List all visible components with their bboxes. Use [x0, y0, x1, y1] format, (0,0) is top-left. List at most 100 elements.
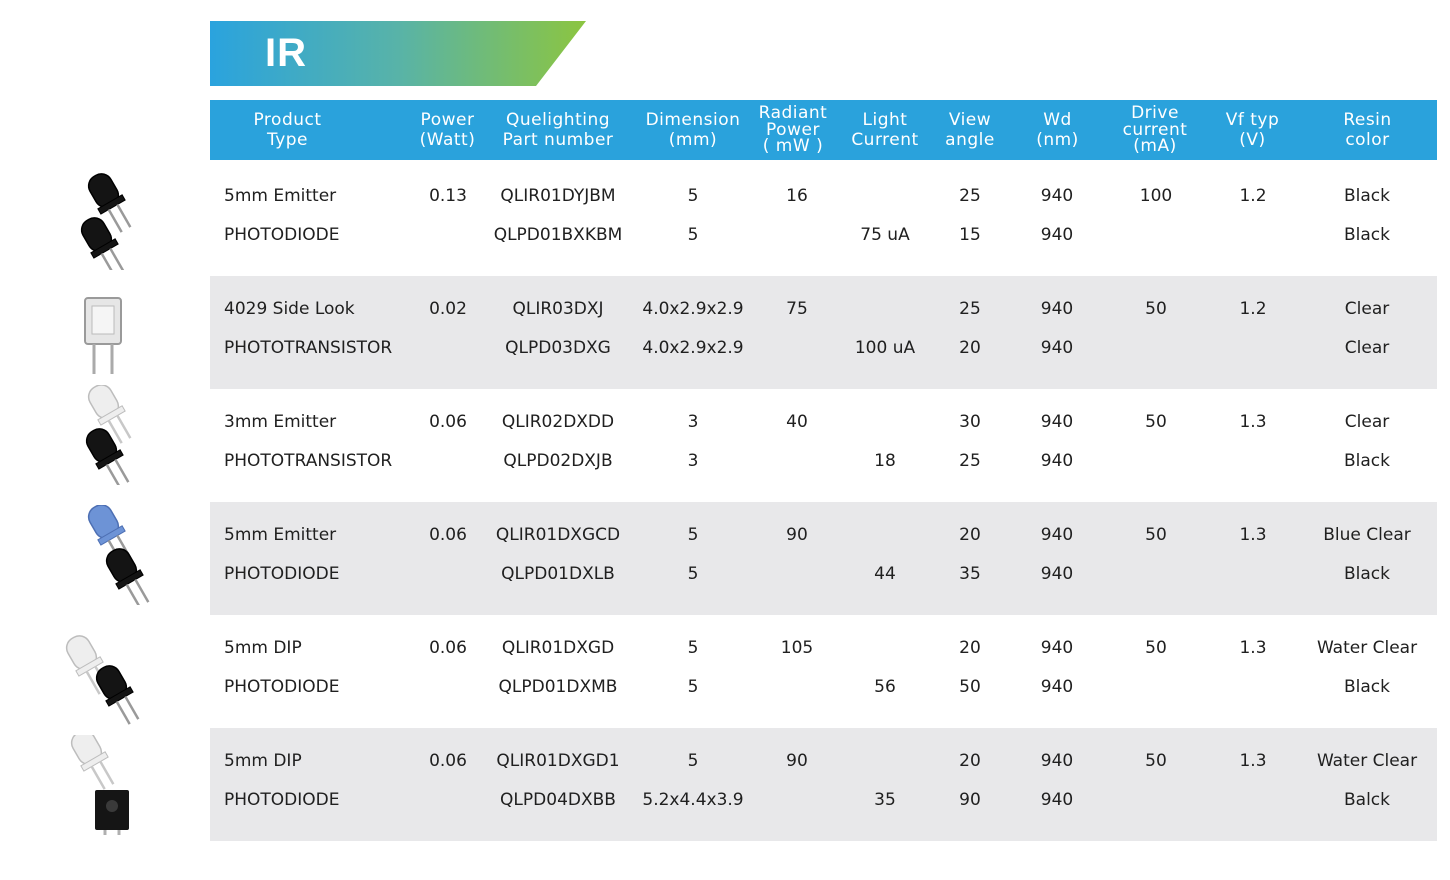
- product-type: 5mm DIP: [224, 638, 302, 658]
- vf-typ-value: 1.3: [1239, 412, 1267, 432]
- drive-current-value: 100: [1139, 186, 1173, 206]
- vf-typ-value: 1.3: [1239, 638, 1267, 658]
- product-type: 5mm DIP: [224, 751, 302, 771]
- wd-value: 940: [1040, 525, 1074, 545]
- resin-color-value: Clear: [1344, 299, 1390, 319]
- ir-banner: IR: [210, 21, 586, 86]
- dimension-value: 3: [687, 412, 699, 432]
- dimension-value-secondary: 5: [687, 677, 699, 697]
- product-image: [87, 505, 150, 605]
- resin-color-value: Black: [1344, 186, 1390, 206]
- wd-value: 940: [1040, 186, 1074, 206]
- product-type-secondary: PHOTOTRANSISTOR: [224, 338, 393, 358]
- part-number-secondary: QLPD01DXLB: [501, 564, 615, 584]
- resin-color-value-secondary: Black: [1344, 225, 1390, 245]
- light-current-value: 56: [874, 677, 896, 697]
- wd-value-secondary: 940: [1040, 338, 1074, 358]
- vf-typ-value: 1.2: [1239, 299, 1267, 319]
- resin-color-value-secondary: Balck: [1344, 790, 1390, 810]
- product-image: [80, 173, 132, 270]
- view-angle-value-secondary: 50: [959, 677, 981, 697]
- drive-current-value: 50: [1145, 525, 1167, 545]
- dimension-value: 5: [687, 638, 699, 658]
- header-resin-color: Resin color: [1343, 109, 1392, 150]
- product-image: [85, 385, 132, 485]
- view-angle-value-secondary: 20: [959, 338, 981, 358]
- wd-value-secondary: 940: [1040, 451, 1074, 471]
- dimension-value-secondary: 5: [687, 564, 699, 584]
- dimension-value-secondary: 4.0x2.9x2.9: [642, 338, 744, 358]
- radiant-power-value: 40: [786, 412, 808, 432]
- light-current-value: 18: [874, 451, 896, 471]
- vf-typ-value: 1.2: [1239, 186, 1267, 206]
- part-number: QLIR01DXGD: [501, 638, 615, 658]
- wd-value: 940: [1040, 412, 1074, 432]
- view-angle-value: 25: [959, 299, 981, 319]
- resin-color-value: Clear: [1344, 412, 1390, 432]
- banner-background: [210, 21, 586, 86]
- resin-color-value-secondary: Black: [1344, 451, 1390, 471]
- view-angle-value: 20: [959, 638, 981, 658]
- header-view-angle: View angle: [945, 109, 995, 150]
- product-type-secondary: PHOTODIODE: [224, 677, 340, 697]
- product-type: 4029 Side Look: [224, 299, 355, 319]
- header-light-current: Light Current: [851, 109, 919, 150]
- radiant-power-value: 90: [786, 751, 808, 771]
- header-dimension: Dimension (mm): [645, 109, 741, 150]
- power-value: 0.06: [429, 412, 467, 432]
- product-type-secondary: PHOTODIODE: [224, 790, 340, 810]
- view-angle-value: 20: [959, 751, 981, 771]
- part-number: QLIR01DXGCD: [495, 525, 621, 545]
- wd-value: 940: [1040, 638, 1074, 658]
- resin-color-value-secondary: Black: [1344, 564, 1390, 584]
- wd-value-secondary: 940: [1040, 225, 1074, 245]
- resin-color-value: Water Clear: [1316, 751, 1418, 771]
- part-number: QLIR01DXGD1: [496, 751, 620, 771]
- part-number-secondary: QLPD02DXJB: [503, 451, 613, 471]
- table-row: 3mm Emitter PHOTOTRANSISTOR 0.06 QLIR02DXDD…: [210, 389, 1437, 502]
- light-current-value: 75 uA: [860, 225, 910, 245]
- wd-value-secondary: 940: [1040, 790, 1074, 810]
- part-number-secondary: QLPD01BXKBM: [493, 225, 623, 245]
- header-wd: Wd (nm): [1036, 109, 1079, 150]
- power-value: 0.06: [429, 638, 467, 658]
- radiant-power-value: 75: [786, 299, 808, 319]
- header-part-number: Quelighting Part number: [502, 109, 614, 150]
- dimension-value: 5: [687, 751, 699, 771]
- table-row: 5mm DIP PHOTODIODE 0.06 QLIR01DXGD1 QLPD04DX…: [210, 728, 1437, 841]
- view-angle-value-secondary: 35: [959, 564, 981, 584]
- banner-title: IR: [265, 31, 307, 75]
- wd-value-secondary: 940: [1040, 564, 1074, 584]
- light-current-value: 100 uA: [854, 338, 916, 358]
- vf-typ-value: 1.3: [1239, 525, 1267, 545]
- dimension-value-secondary: 5: [687, 225, 699, 245]
- radiant-power-value: 16: [786, 186, 808, 206]
- dimension-value: 5: [687, 525, 699, 545]
- header-vf-typ: Vf typ (V): [1225, 109, 1280, 150]
- drive-current-value: 50: [1145, 412, 1167, 432]
- resin-color-value-secondary: Black: [1344, 677, 1390, 697]
- drive-current-value: 50: [1145, 751, 1167, 771]
- power-value: 0.13: [429, 186, 467, 206]
- light-current-value: 44: [874, 564, 896, 584]
- table-row: 4029 Side Look PHOTOTRANSISTOR 0.02 QLIR03D…: [210, 276, 1437, 389]
- view-angle-value: 25: [959, 186, 981, 206]
- product-image: [70, 735, 129, 835]
- resin-color-value: Blue Clear: [1323, 525, 1411, 545]
- wd-value-secondary: 940: [1040, 677, 1074, 697]
- part-number: QLIR02DXDD: [501, 412, 615, 432]
- part-number-secondary: QLPD04DXBB: [500, 790, 616, 810]
- header-power: Power (Watt): [419, 109, 476, 150]
- product-image: [65, 635, 140, 725]
- dimension-value-secondary: 5.2x4.4x3.9: [642, 790, 744, 810]
- part-number: QLIR01DYJBM: [500, 186, 616, 206]
- light-current-value: 35: [874, 790, 896, 810]
- header-radiant-power: Radiant Power ( mW ): [758, 103, 828, 157]
- drive-current-value: 50: [1145, 299, 1167, 319]
- table-row: 5mm DIP PHOTODIODE 0.06 QLIR01DXGD QLPD01DXM…: [210, 615, 1437, 728]
- part-number-secondary: QLPD03DXG: [505, 338, 611, 358]
- radiant-power-value: 90: [786, 525, 808, 545]
- table-row: 5mm Emitter PHOTODIODE 0.13 QLIR01DYJBM QLPD…: [210, 163, 1437, 276]
- header-drive-current: Drive current (mA): [1122, 103, 1188, 157]
- power-value: 0.06: [429, 525, 467, 545]
